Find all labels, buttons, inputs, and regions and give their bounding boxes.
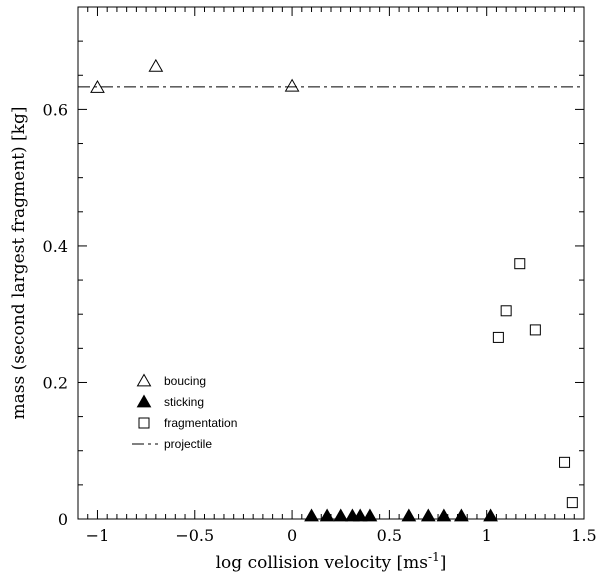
legend: boucing sticking fragmentation projectile — [132, 373, 237, 451]
fragmentation-point — [559, 456, 571, 468]
sticking-point — [401, 508, 417, 522]
bouncing-point — [284, 78, 300, 92]
sticking-point — [319, 508, 335, 522]
x-tick-label: 0 — [287, 526, 297, 545]
axis-tick-labels: −1 −0.5 0 0.5 1 1.5 0 0.2 0.4 0.6 — [43, 100, 597, 545]
x-tick-label: −1 — [86, 526, 110, 545]
legend-label: fragmentation — [164, 416, 237, 430]
x-tick-label: 1.5 — [571, 526, 596, 545]
x-axis-label: log collision velocity [ms-1] — [216, 550, 447, 573]
fragmentation-point — [514, 258, 526, 270]
x-tick-label: 0.5 — [377, 526, 402, 545]
fragmentation-point — [529, 324, 541, 336]
sticking-point — [420, 508, 436, 522]
legend-label: sticking — [164, 395, 204, 409]
sticking-point — [362, 508, 378, 522]
x-axis-label-suffix: ] — [440, 553, 447, 573]
x-tick-label: 1 — [482, 526, 492, 545]
fragmentation-point — [500, 305, 512, 317]
sticking-point — [483, 508, 498, 522]
x-axis-label-text: log collision velocity [ms — [216, 553, 428, 573]
x-tick-label: −0.5 — [175, 526, 214, 545]
y-tick-label: 0.2 — [43, 373, 68, 392]
y-tick-label: 0.6 — [43, 100, 68, 119]
fragmentation-point — [566, 497, 578, 509]
fragmentation-point — [492, 331, 504, 343]
x-axis-label-superscript: -1 — [428, 550, 440, 564]
sticking-point — [333, 508, 349, 522]
sticking-point — [352, 508, 368, 522]
legend-label: projectile — [164, 437, 212, 451]
legend-marker — [136, 394, 152, 408]
y-tick-label: 0.4 — [43, 237, 68, 256]
y-axis-label: mass (second largest fragment) [kg] — [9, 107, 29, 420]
bouncing-point — [148, 58, 164, 72]
sticking-point — [436, 508, 452, 522]
plot-frame — [77, 6, 585, 520]
y-tick-label: 0 — [58, 510, 68, 529]
legend-label: boucing — [164, 374, 206, 388]
data-marks — [78, 58, 584, 522]
sticking-point — [454, 508, 469, 522]
legend-marker — [136, 373, 152, 387]
axis-ticks — [77, 6, 585, 520]
sticking-point — [304, 508, 319, 522]
legend-marker — [138, 417, 150, 429]
